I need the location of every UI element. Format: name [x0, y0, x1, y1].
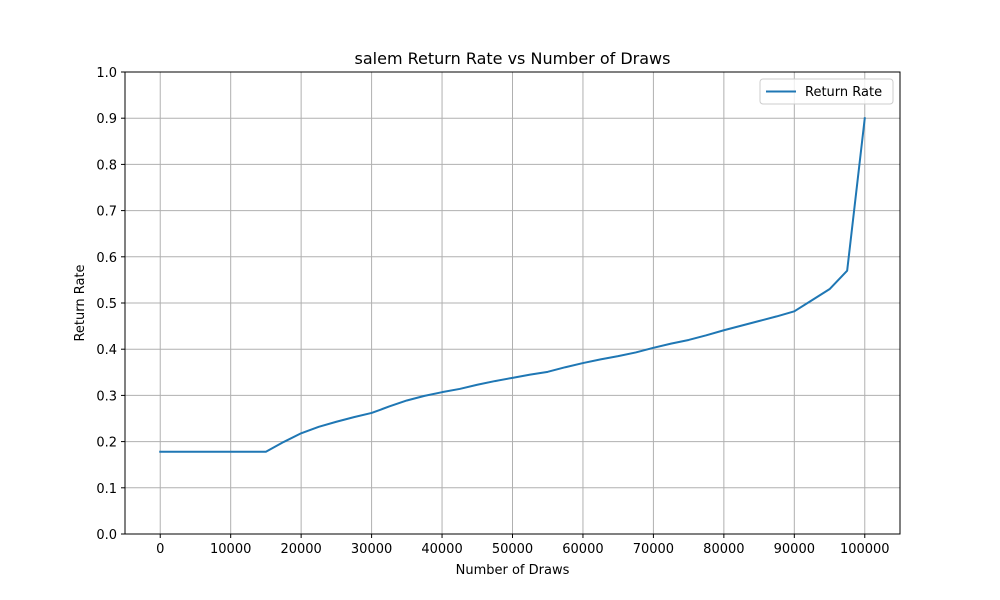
- x-axis-label: Number of Draws: [456, 563, 570, 578]
- series-lines: [159, 117, 866, 453]
- y-tick-label: 0.0: [96, 528, 117, 543]
- x-tick-label: 10000: [210, 542, 251, 557]
- x-tick-label: 100000: [840, 542, 890, 557]
- axis-ticks: 0 10000 20000 30000 40000 50000 60000 70000 8000…: [96, 66, 889, 557]
- chart-title: salem Return Rate vs Number of Draws: [355, 49, 671, 68]
- x-tick-label: 90000: [774, 542, 815, 557]
- x-tick-label: 70000: [633, 542, 674, 557]
- y-tick-label: 0.3: [96, 389, 117, 404]
- x-tick-label: 40000: [421, 542, 462, 557]
- y-tick-label: 0.4: [96, 343, 117, 358]
- y-tick-label: 0.8: [96, 158, 117, 173]
- y-tick-label: 0.7: [96, 205, 117, 220]
- series-line-return-rate: [159, 117, 866, 453]
- y-axis-label: Return Rate: [73, 264, 88, 341]
- y-tick-label: 0.9: [96, 112, 117, 127]
- x-tick-label: 0: [156, 542, 164, 557]
- y-tick-label: 0.2: [96, 436, 117, 451]
- x-tick-label: 80000: [703, 542, 744, 557]
- legend-box: [759, 78, 894, 105]
- legend: Return Rate: [759, 78, 894, 105]
- y-tick-label: 0.1: [96, 482, 117, 497]
- y-tick-label: 0.6: [96, 251, 117, 266]
- x-tick-label: 30000: [351, 542, 392, 557]
- y-tick-label: 1.0: [96, 66, 117, 81]
- legend-label-return-rate: Return Rate: [805, 85, 882, 100]
- x-tick-label: 20000: [280, 542, 321, 557]
- x-tick-label: 60000: [562, 542, 603, 557]
- y-tick-label: 0.5: [96, 297, 117, 312]
- x-tick-label: 50000: [492, 542, 533, 557]
- grid-lines: [125, 71, 900, 535]
